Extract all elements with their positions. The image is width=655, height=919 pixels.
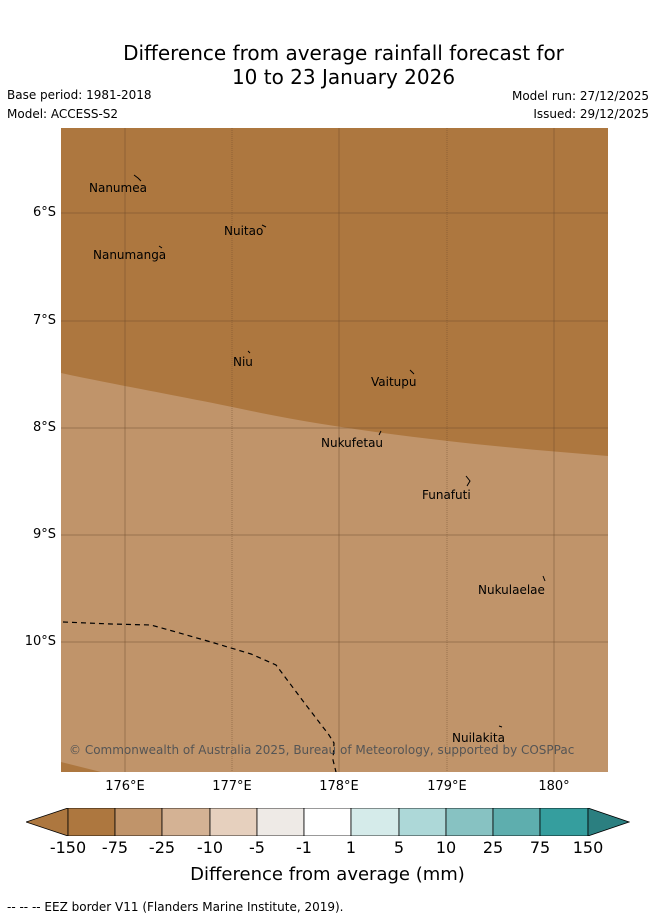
colorbar-title: Difference from average (mm) <box>190 864 465 885</box>
issued-date: Issued: 29/12/2025 <box>533 107 649 121</box>
label-nanumanga: Nanumanga <box>93 248 167 262</box>
colorbar-tick: 150 <box>572 838 604 857</box>
colorbar-bin <box>303 807 352 837</box>
label-nukulaelae: Nukulaelae <box>478 583 545 597</box>
map-canvas <box>61 128 608 772</box>
map-title: Difference from average rainfall forecas… <box>0 41 655 89</box>
graticule <box>61 128 608 772</box>
title-line-1: Difference from average rainfall forecas… <box>123 41 564 65</box>
label-nuitao: Nuitao <box>224 224 264 238</box>
colorbar-tick: -75 <box>101 838 129 857</box>
colorbar-bin <box>161 807 211 837</box>
colorbar-tick: -25 <box>148 838 176 857</box>
copyright-notice: © Commonwealth of Australia 2025, Bureau… <box>69 743 575 757</box>
island-outlines <box>133 174 546 728</box>
lat-label-10s: 10°S <box>24 634 56 649</box>
lon-label-177e: 177°E <box>212 779 252 794</box>
colorbar-tick: 75 <box>529 838 551 857</box>
dark-brown-corner <box>61 762 101 772</box>
colorbar-bin <box>445 807 494 837</box>
colorbar-tick: -150 <box>49 838 87 857</box>
colorbar-tick: -1 <box>296 838 312 857</box>
colorbar-tick: -5 <box>249 838 265 857</box>
colorbar-bin <box>256 807 305 837</box>
colorbar-bin <box>539 807 589 837</box>
lon-label-176e: 176°E <box>105 779 145 794</box>
label-funafuti: Funafuti <box>422 488 471 502</box>
dark-brown-region <box>61 128 608 456</box>
colorbar <box>24 807 631 840</box>
lat-label-9s: 9°S <box>32 527 56 542</box>
lat-label-8s: 8°S <box>32 420 56 435</box>
colorbar-tick: -10 <box>196 838 224 857</box>
colorbar-bin <box>350 807 400 837</box>
label-nukufetau: Nukufetau <box>321 436 384 450</box>
lat-label-7s: 7°S <box>32 313 56 328</box>
colorbar-bin <box>114 807 163 837</box>
lat-label-6s: 6°S <box>32 205 56 220</box>
rainfall-map <box>61 128 608 772</box>
colorbar-tick: 25 <box>482 838 504 857</box>
model-run: Model run: 27/12/2025 <box>511 89 649 103</box>
title-line-2: 10 to 23 January 2026 <box>231 65 456 89</box>
colorbar-bin <box>67 807 116 837</box>
colorbar-tick: 5 <box>393 838 405 857</box>
label-niu: Niu <box>233 355 253 369</box>
colorbar-bin <box>398 807 447 837</box>
colorbar-bin <box>492 807 541 837</box>
colorbar-graphic <box>24 807 631 837</box>
base-period: Base period: 1981-2018 <box>7 88 152 102</box>
lon-label-180: 180° <box>538 779 570 794</box>
colorbar-extend-low <box>24 807 69 837</box>
lon-label-178e: 178°E <box>319 779 359 794</box>
colorbar-extend-high <box>587 807 631 837</box>
eez-legend: -- -- -- EEZ border V11 (Flanders Marine… <box>7 900 344 914</box>
eez-border <box>62 621 337 772</box>
label-nanumea: Nanumea <box>89 181 147 195</box>
label-vaitupu: Vaitupu <box>371 375 417 389</box>
label-nuilakita: Nuilakita <box>452 731 505 745</box>
colorbar-tick: 10 <box>435 838 457 857</box>
colorbar-bin <box>209 807 258 837</box>
lon-label-179e: 179°E <box>427 779 467 794</box>
model-name: Model: ACCESS-S2 <box>7 107 119 121</box>
colorbar-tick: 1 <box>345 838 357 857</box>
